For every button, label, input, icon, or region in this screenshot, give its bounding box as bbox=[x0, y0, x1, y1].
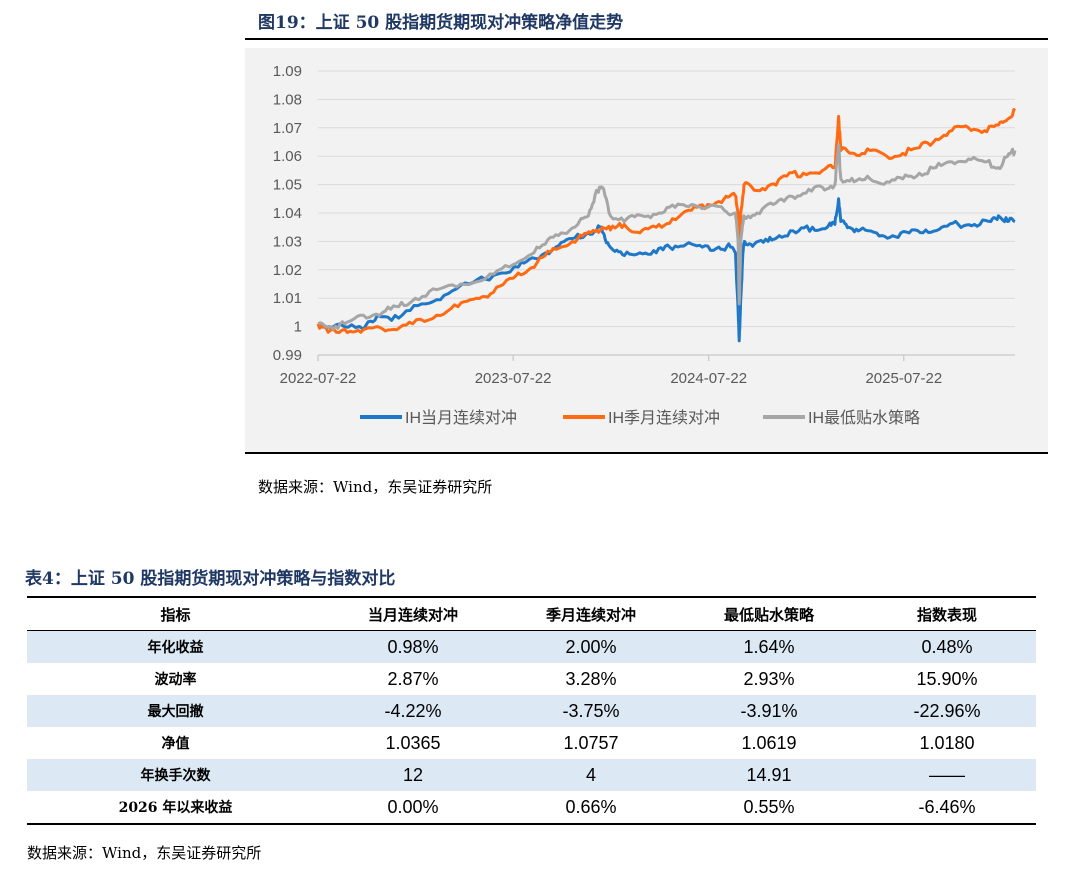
table-cell: 1.0365 bbox=[385, 732, 441, 753]
series-lines bbox=[316, 108, 1017, 343]
table-cell: 0.48% bbox=[858, 630, 1036, 663]
figure-source: 数据来源：Wind，东吴证券研究所 bbox=[258, 478, 493, 496]
row-label: 2026 年以来收益 bbox=[118, 800, 233, 816]
table-header: 当月连续对冲 bbox=[367, 605, 458, 624]
table-title: 表4：上证 50 股指期货期现对冲策略与指数对比 bbox=[25, 569, 396, 589]
table-cell: 3.28% bbox=[565, 668, 617, 689]
table-header: 指标 bbox=[160, 605, 191, 624]
table-cell: -22.96% bbox=[858, 695, 1036, 727]
legend-label: IH季月连续对冲 bbox=[608, 409, 720, 427]
y-tick-label: 1.08 bbox=[273, 91, 302, 108]
y-tick-label: 1.06 bbox=[273, 148, 302, 165]
row-label: 净值 bbox=[161, 736, 190, 752]
series-line bbox=[316, 108, 1017, 335]
line-chart: 2022-07-22 2023-07-22 2024-07-22 2025-07-22… bbox=[273, 63, 1017, 427]
table-cell: 1.0619 bbox=[741, 732, 797, 753]
table-cell: -6.46% bbox=[918, 796, 976, 817]
chart-panel: 2022-07-22 2023-07-22 2024-07-22 2025-07-22… bbox=[245, 48, 1048, 452]
table-row: 年化收益 0.98% 2.00% 1.64% 0.48% bbox=[27, 630, 1036, 663]
table-cell: 2.87% bbox=[387, 668, 439, 689]
figure-bottom-rule bbox=[245, 452, 1048, 454]
table-source: 数据来源：Wind，东吴证券研究所 bbox=[27, 844, 262, 862]
figure-top-rule bbox=[245, 38, 1048, 40]
table-cell: —— bbox=[858, 759, 1036, 791]
table-cell: 15.90% bbox=[916, 668, 978, 689]
figure-title: 图19：上证 50 股指期货期现对冲策略净值走势 bbox=[258, 13, 624, 33]
table-cell: 0.00% bbox=[387, 796, 439, 817]
legend: IH当月连续对冲 IH季月连续对冲 IH最低贴水策略 bbox=[360, 409, 920, 427]
x-tick-label: 2024-07-22 bbox=[670, 370, 747, 387]
x-tick-label: 2022-07-22 bbox=[280, 370, 357, 387]
y-tick-label: 1.05 bbox=[273, 177, 302, 194]
table-cell: 12 bbox=[324, 759, 502, 791]
row-label: 波动率 bbox=[154, 672, 197, 688]
table-cell: 1.64% bbox=[680, 630, 858, 663]
table-cell: 0.66% bbox=[565, 796, 617, 817]
y-tick-label: 1.03 bbox=[273, 233, 302, 250]
legend-label: IH最低贴水策略 bbox=[808, 409, 920, 427]
row-label: 年换手次数 bbox=[27, 759, 324, 791]
table-cell: 2.93% bbox=[743, 668, 795, 689]
x-axis: 2022-07-22 2023-07-22 2024-07-22 2025-07-22 bbox=[280, 354, 1015, 387]
y-tick-label: 1.02 bbox=[273, 262, 302, 279]
table-row: 净值 1.0365 1.0757 1.0619 1.0180 bbox=[27, 727, 1036, 759]
table-cell: -4.22% bbox=[324, 695, 502, 727]
table-header: 季月连续对冲 bbox=[545, 605, 636, 624]
grid-lines bbox=[318, 70, 1015, 356]
table-header: 指数表现 bbox=[916, 605, 977, 624]
table-cell: 4 bbox=[502, 759, 680, 791]
row-label: 最大回撤 bbox=[27, 695, 324, 727]
series-line bbox=[317, 143, 1017, 331]
y-tick-label: 1 bbox=[294, 319, 302, 336]
y-tick-label: 1.04 bbox=[273, 205, 302, 222]
table-cell: 2.00% bbox=[502, 630, 680, 663]
table-row: 波动率 2.87% 3.28% 2.93% 15.90% bbox=[27, 663, 1036, 695]
table-cell: 1.0757 bbox=[563, 732, 619, 753]
y-tick-label: 1.07 bbox=[273, 120, 302, 137]
table-cell: 1.0180 bbox=[919, 732, 975, 753]
row-label: 年化收益 bbox=[27, 630, 324, 663]
table-row: 年换手次数 12 4 14.91 —— bbox=[27, 759, 1036, 791]
table-cell: -3.75% bbox=[502, 695, 680, 727]
y-tick-label: 1.01 bbox=[273, 290, 302, 307]
table-header: 最低贴水策略 bbox=[723, 605, 814, 624]
x-tick-label: 2025-07-22 bbox=[865, 370, 942, 387]
y-axis: 0.99 1 1.01 1.02 1.03 1.04 1.05 1.06 1.07 1.08 1.0… bbox=[273, 63, 302, 364]
legend-label: IH当月连续对冲 bbox=[405, 409, 517, 427]
table-cell: -3.91% bbox=[680, 695, 858, 727]
table-cell: 0.98% bbox=[324, 630, 502, 663]
table-row: 2026 年以来收益 0.00% 0.66% 0.55% -6.46% bbox=[27, 791, 1036, 824]
table-cell: 0.55% bbox=[743, 796, 795, 817]
table-cell: 14.91 bbox=[680, 759, 858, 791]
comparison-table: 指标 当月连续对冲 季月连续对冲 最低贴水策略 指数表现 年化收益 0.98% … bbox=[27, 596, 1036, 825]
y-tick-label: 1.09 bbox=[273, 63, 302, 80]
x-tick-label: 2023-07-22 bbox=[475, 370, 552, 387]
table-row: 最大回撤 -4.22% -3.75% -3.91% -22.96% bbox=[27, 695, 1036, 727]
y-tick-label: 0.99 bbox=[273, 347, 302, 364]
